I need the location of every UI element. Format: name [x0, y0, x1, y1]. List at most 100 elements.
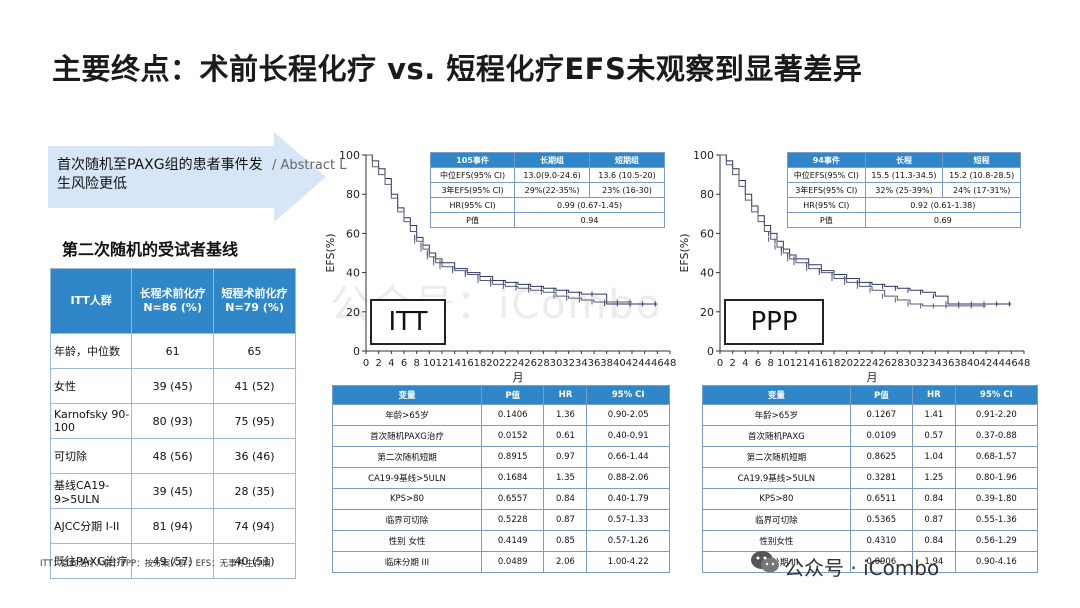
efs-row-label: 中位EFS(95% CI) — [429, 167, 516, 183]
x-tick-label: 34 — [929, 358, 942, 369]
baseline-cell: 39 (45) — [131, 473, 215, 509]
x-tick-label: 28 — [891, 358, 904, 369]
efs-cell: 29%(22-35%) — [514, 182, 591, 198]
efs-row: P值 0.94 — [429, 212, 665, 228]
arrow-callout — [48, 132, 326, 222]
efs-header: 短期组 — [589, 152, 665, 168]
x-tick-label: 40 — [967, 358, 980, 369]
cox-cell: 0.5228 — [480, 509, 545, 531]
cox-row-label: 临界可切除 — [702, 509, 851, 531]
baseline-cell: 75 (95) — [213, 403, 296, 439]
efs-cell: 13.0(9.0-24.6) — [514, 167, 591, 183]
brand-watermark: 公众号 · iCombo — [784, 556, 940, 580]
arrow-note: 首次随机至PAXG组的患者事件发生风险更低 — [57, 157, 263, 192]
x-tick-label: 20 — [840, 358, 853, 369]
cox-header: HR — [543, 385, 588, 405]
baseline-cell: 39 (45) — [131, 368, 215, 404]
x-tick-label: 30 — [550, 358, 563, 369]
km-curve — [366, 154, 632, 303]
cox-cell: 0.1684 — [480, 467, 545, 489]
x-tick-label: 34 — [575, 358, 588, 369]
x-tick-label: 26 — [524, 358, 537, 369]
y-tick-label: 40 — [700, 267, 714, 280]
efs-row: HR(95% CI) 0.99 (0.67-1.45) — [429, 197, 665, 213]
cox-cell: 0.8625 — [849, 446, 913, 468]
baseline-cell: 36 (46) — [213, 438, 296, 474]
baseline-row: 既往PAXG治疗 49 (57) 40 (51) — [49, 543, 296, 579]
y-axis-label: EFS(%) — [324, 233, 337, 272]
cox-row-label: 第二次随机短期 — [332, 446, 482, 468]
cox-cell: 0.3281 — [849, 467, 913, 489]
x-tick-label: 2 — [729, 358, 735, 369]
cox-cell: 0.6511 — [849, 488, 913, 510]
efs-row: 中位EFS(95% CI) 15.5 (11.3-34.5) 15.2 (10.8-… — [787, 167, 1021, 183]
baseline-cell: 49 (57) — [131, 543, 215, 579]
y-tick-label: 20 — [700, 306, 714, 319]
baseline-row-label: 年龄，中位数 — [49, 333, 133, 369]
baseline-cell: 81 (94) — [131, 508, 215, 544]
y-tick-label: 60 — [700, 227, 714, 240]
x-tick-label: 12 — [790, 358, 803, 369]
cox-cell: 0.0906 — [849, 551, 913, 573]
efs-row-label: HR(95% CI) — [787, 197, 866, 213]
baseline-header: 短程术前化疗 N=79 (%) — [213, 268, 296, 334]
cox-header: P值 — [480, 385, 545, 405]
efs-row-label: 3年EFS(95% CI) — [787, 182, 866, 198]
cox-row-label: 年龄>65岁 — [332, 404, 482, 426]
cox-cell: 0.4149 — [480, 530, 545, 552]
x-tick-label: 0 — [363, 358, 369, 369]
abstract-fragment: / Abstract L — [272, 158, 347, 173]
ppp-cox-table: 变量 P值 HR 95% CI 年龄>65岁 0.1267 1.41 0.91-2.2… — [702, 385, 1039, 573]
efs-cell: 23% (16-30) — [589, 182, 665, 198]
baseline-cell: 41 (52) — [213, 368, 296, 404]
x-tick-label: 32 — [916, 358, 929, 369]
y-tick-label: 0 — [353, 345, 360, 358]
cox-row-label: 临界可切除 — [332, 509, 482, 531]
x-tick-label: 4 — [388, 358, 394, 369]
cox-cell: 0.87 — [911, 509, 956, 531]
cox-header: P值 — [849, 385, 913, 405]
cox-row: 第二次随机短期 0.8915 0.97 0.66-1.44 — [332, 446, 670, 468]
cox-cell: 0.84 — [911, 530, 956, 552]
baseline-row: 女性 39 (45) 41 (52) — [49, 368, 296, 404]
baseline-row-label: 女性 — [49, 368, 133, 404]
x-tick-label: 18 — [828, 358, 841, 369]
x-tick-label: 44 — [992, 358, 1005, 369]
efs-cell: 13.6 (10.5-20) — [589, 167, 665, 183]
x-tick-label: 8 — [767, 358, 773, 369]
baseline-cell: 40 (51) — [213, 543, 296, 579]
efs-cell: 0.94 — [514, 212, 665, 228]
x-tick-label: 26 — [878, 358, 891, 369]
x-tick-label: 36 — [588, 358, 601, 369]
baseline-row: 可切除 48 (56) 36 (46) — [49, 438, 296, 474]
efs-cell: 0.92 (0.61-1.38) — [864, 197, 1022, 213]
efs-row-label: HR(95% CI) — [429, 197, 516, 213]
cox-row: 性别 女性 0.4149 0.85 0.57-1.26 — [332, 530, 670, 552]
baseline-cell: 28 (35) — [213, 473, 296, 509]
x-tick-label: 42 — [980, 358, 993, 369]
x-tick-label: 16 — [815, 358, 828, 369]
baseline-cell: 61 — [131, 333, 215, 369]
x-tick-label: 38 — [954, 358, 967, 369]
baseline-header: ITT人群 — [49, 268, 133, 334]
cox-cell: 1.41 — [911, 404, 956, 426]
cox-cell: 0.0489 — [480, 551, 545, 573]
cox-header: 变量 — [332, 385, 482, 405]
cox-row: 首次随机PAXG 0.0109 0.57 0.37-0.88 — [702, 425, 1039, 447]
cox-cell: 0.68-1.57 — [954, 446, 1039, 468]
cox-row: KPS>80 0.6511 0.84 0.39-1.80 — [702, 488, 1039, 510]
cox-cell: 0.8915 — [480, 446, 545, 468]
cox-cell: 0.84 — [911, 488, 956, 510]
cox-cell: 1.00-4.22 — [586, 551, 670, 573]
cox-cell: 1.35 — [543, 467, 588, 489]
efs-cell: 24% (17-31%) — [942, 182, 1021, 198]
x-tick-label: 8 — [413, 358, 419, 369]
efs-cell: 0.99 (0.67-1.45) — [514, 197, 665, 213]
cox-header: HR — [911, 385, 956, 405]
cox-cell: 0.61 — [543, 425, 588, 447]
x-axis-label: 月 — [513, 371, 524, 383]
cox-row-label: 首次随机PAXG — [702, 425, 851, 447]
x-tick-label: 6 — [755, 358, 761, 369]
